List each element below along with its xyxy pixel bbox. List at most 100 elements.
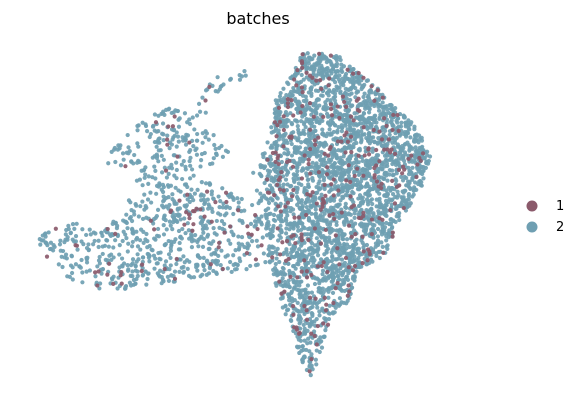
point-series-2-3243 [292, 172, 296, 176]
point-series-2-942 [88, 227, 92, 231]
point-series-1-148 [290, 194, 294, 198]
point-series-2-3284 [309, 246, 313, 250]
point-series-1-321 [346, 140, 350, 144]
point-series-2-3164 [121, 218, 125, 222]
point-series-2-3008 [339, 62, 343, 66]
point-series-2-3249 [341, 196, 345, 200]
point-series-2-3388 [156, 208, 160, 212]
point-series-2-2783 [237, 200, 241, 204]
point-series-2-3063 [40, 238, 44, 242]
point-series-1-66 [331, 301, 335, 305]
point-series-2-3598 [341, 271, 345, 275]
point-series-2-2292 [385, 142, 389, 146]
point-series-2-2295 [361, 167, 365, 171]
point-series-2-3545 [362, 222, 366, 226]
point-series-2-3773 [288, 209, 292, 213]
point-series-2-1930 [374, 204, 378, 208]
point-series-1-308 [285, 160, 289, 164]
point-series-2-2132 [405, 141, 409, 145]
point-series-2-1741 [285, 173, 289, 177]
point-series-1-325 [207, 85, 211, 89]
point-series-1-47 [406, 157, 410, 161]
point-series-1-252 [300, 61, 304, 65]
point-series-2-3732 [309, 352, 313, 356]
point-series-2-2094 [111, 245, 115, 249]
point-series-2-2617 [366, 78, 370, 82]
point-series-2-2447 [201, 131, 205, 135]
point-series-2-3255 [43, 231, 47, 235]
point-series-1-158 [318, 78, 322, 82]
legend-swatch-1 [527, 201, 538, 212]
point-series-1-11 [376, 88, 380, 92]
point-series-1-156 [346, 68, 350, 72]
point-series-2-2398 [361, 95, 365, 99]
point-series-2-2989 [131, 261, 135, 265]
point-series-2-3652 [301, 357, 305, 361]
point-series-2-3559 [378, 212, 382, 216]
point-series-1-83 [209, 262, 213, 266]
point-series-1-20 [391, 113, 395, 117]
point-series-2-2899 [296, 197, 300, 201]
point-series-1-27 [165, 143, 169, 147]
point-series-2-3628 [311, 132, 315, 136]
point-series-2-2964 [153, 176, 157, 180]
point-series-1-35 [389, 147, 393, 151]
point-series-2-3644 [289, 319, 293, 323]
point-series-1-69 [113, 232, 117, 236]
point-series-2-3414 [275, 269, 279, 273]
point-series-2-1342 [212, 133, 216, 137]
point-series-2-3407 [296, 103, 300, 107]
point-series-2-3649 [52, 243, 56, 247]
point-series-2-3745 [321, 132, 325, 136]
point-series-2-3484 [256, 201, 260, 205]
point-series-2-2654 [286, 82, 290, 86]
point-series-2-2332 [216, 89, 220, 93]
point-series-1-1 [313, 138, 317, 142]
point-series-1-339 [285, 239, 289, 243]
point-series-1-324 [291, 304, 295, 308]
point-series-2-3574 [200, 220, 204, 224]
point-series-2-3488 [340, 233, 344, 237]
point-series-1-111 [332, 217, 336, 221]
point-series-2-2210 [317, 313, 321, 317]
point-series-1-234 [309, 332, 313, 336]
point-series-1-285 [370, 232, 374, 236]
point-series-2-2983 [186, 197, 190, 201]
point-series-1-106 [312, 115, 316, 119]
point-series-2-3436 [357, 82, 361, 86]
point-series-2-131 [80, 270, 84, 274]
point-series-2-1003 [129, 208, 133, 212]
point-series-1-67 [347, 224, 351, 228]
point-series-2-835 [135, 128, 139, 132]
point-series-2-2261 [157, 234, 161, 238]
point-series-2-2774 [330, 254, 334, 258]
point-series-2-1196 [135, 259, 139, 263]
point-series-1-309 [344, 130, 348, 134]
point-series-2-3125 [350, 79, 354, 83]
point-series-2-3375 [328, 231, 332, 235]
point-series-2-3482 [395, 196, 399, 200]
point-series-2-3729 [374, 120, 378, 124]
point-series-2-2963 [325, 257, 329, 261]
point-series-2-2755 [169, 184, 173, 188]
point-series-2-2947 [328, 220, 332, 224]
point-series-2-843 [220, 186, 224, 190]
point-series-2-2219 [81, 242, 85, 246]
point-series-2-3475 [375, 153, 379, 157]
point-series-2-3798 [389, 217, 393, 221]
point-series-2-985 [75, 222, 79, 226]
point-series-1-225 [337, 116, 341, 120]
point-series-2-2862 [338, 89, 342, 93]
point-series-2-2004 [231, 253, 235, 257]
point-series-2-2594 [105, 238, 109, 242]
point-series-1-114 [291, 313, 295, 317]
point-series-2-3313 [345, 237, 349, 241]
point-series-2-928 [164, 259, 168, 263]
point-series-2-2979 [317, 120, 321, 124]
point-series-1-155 [316, 324, 320, 328]
point-series-2-2450 [170, 197, 174, 201]
point-series-2-2314 [106, 161, 110, 165]
point-series-2-2704 [129, 215, 133, 219]
point-series-2-2149 [266, 169, 270, 173]
point-series-1-261 [380, 137, 384, 141]
